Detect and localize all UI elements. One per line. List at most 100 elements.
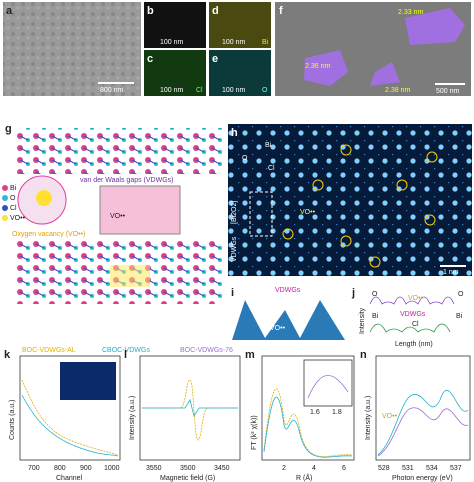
map-bi [209,2,271,48]
axes [19,355,121,461]
vacancy-label: VO•• [382,413,398,420]
x-tick: 3500 [180,465,196,472]
y-label: FT (k² χ(k)) [251,415,258,450]
scale-text: 100 nm [222,87,246,94]
x-tick: 700 [28,465,40,472]
panel-label: m [245,349,255,361]
x-tick: 2 [282,465,286,472]
panel-label: l [124,349,127,361]
legend: Bi [10,185,17,192]
x-label: Length (nm) [395,341,433,348]
scale-text: 800 nm [100,87,124,94]
box [249,191,273,237]
element: Bi [262,39,269,46]
x-tick: 537 [450,465,462,472]
element: O [262,87,268,94]
scale-text: 1 nm [443,269,459,276]
axes [139,355,241,461]
curve [377,407,469,457]
legend: CBOC-VDWGs [102,347,150,354]
inset-tick: 1.6 [310,409,320,416]
vacancy-label: VO•• [300,209,316,216]
element: Cl [196,87,203,94]
height: 2.33 nm [398,9,423,16]
height: 2.36 nm [305,63,330,70]
atom: O [458,291,464,298]
y-label: Intensity (a.u.) [365,396,372,440]
flake [405,8,465,45]
side-label: VDWGs [231,236,238,262]
x-tick: 6 [342,465,346,472]
stem-image [228,124,472,276]
inset [99,185,181,235]
scale-text: 100 nm [160,39,184,46]
panel-label: h [231,127,238,139]
panel-label: a [6,5,13,17]
vacancy [36,190,52,206]
curve [377,390,469,456]
axes [261,355,355,461]
curve [307,375,349,399]
inset-tick: 1.8 [332,409,342,416]
scale-text: 500 nm [436,88,460,95]
curve [263,388,353,457]
panel-label: k [4,349,11,361]
panel-label: n [360,349,367,361]
atom: Bi [456,313,463,320]
curve [142,398,238,418]
legend-dot [2,215,8,221]
legend-dot [2,185,8,191]
legend: VO•• [10,215,26,222]
panel-label: g [5,123,12,135]
gap-label: VDWGs [275,287,301,294]
panel-label: j [351,287,355,299]
y-label: Intensity (a.u.) [129,396,136,440]
highlight [110,265,150,287]
gap-label: VDWGs [400,311,426,318]
x-label: Magnetic field (G) [160,475,215,482]
panel-label: b [147,5,154,17]
x-tick: 531 [402,465,414,472]
flake [370,62,400,86]
x-label: Photon energy (eV) [392,475,453,482]
panel-label: d [212,5,219,17]
x-label: Channel [56,475,83,482]
inset [303,359,353,407]
atom: O [372,291,378,298]
legend-dot [2,195,8,201]
inset-label: VO•• [110,213,126,220]
surface [232,300,345,340]
map-o [209,50,271,96]
curve [21,379,119,456]
legend: Cl [10,205,17,212]
x-tick: 528 [378,465,390,472]
legend: O [10,195,16,202]
x-tick: 900 [80,465,92,472]
x-tick: 3450 [214,465,230,472]
vacancy-label: VO•• [270,325,286,332]
x-tick: 1000 [104,465,120,472]
curve [369,296,455,305]
tem-image [3,2,141,96]
panel-label: c [147,53,153,65]
axes [375,355,471,461]
curve [369,323,451,333]
height: 2.38 nm [385,87,410,94]
gap-label: van der Waals gaps (VDWGs) [80,177,174,184]
panel-label: i [231,287,234,299]
side-label: [Bi2O2] [231,201,238,224]
atom: Bi [372,313,379,320]
atom: Cl [412,321,419,328]
x-tick: 800 [54,465,66,472]
y-label: Intensity [359,307,366,334]
atom: Bi [265,142,272,149]
vacancy-label: Oxygen vacancy (VO••) [12,231,85,238]
vacancy-label: VO•• [408,295,424,302]
vacancies [282,144,438,268]
flake [304,50,348,86]
curve [263,397,353,458]
atom: O [242,155,248,162]
x-tick: 4 [312,465,316,472]
atom: Cl [268,165,275,172]
